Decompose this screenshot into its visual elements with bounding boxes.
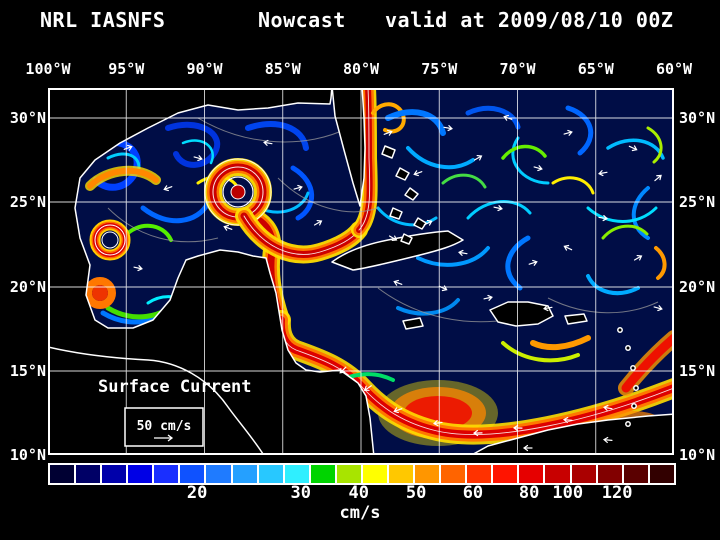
loop-current (204, 158, 368, 329)
colorbar-tick-label: 20 (186, 483, 208, 503)
colorbar-cell (415, 465, 440, 483)
colorbar-cell (649, 465, 674, 483)
title-model: NRL IASNFS (40, 8, 166, 32)
colorbar-cell (571, 465, 596, 483)
colorbar (48, 463, 676, 485)
current-field (84, 80, 684, 455)
scale-arrow-icon (154, 434, 174, 442)
colorbar-cell (50, 465, 75, 483)
caribbean-current (270, 310, 684, 455)
colorbar-cell (467, 465, 492, 483)
colorbar-cell (336, 465, 361, 483)
land-florida (331, 85, 366, 207)
colorbar-tick-label: 30 (290, 483, 311, 503)
lat-tick-label-left: 20°N (9, 277, 46, 296)
lon-tick-label: 75°W (421, 60, 458, 78)
lat-tick-label-right: 15°N (679, 361, 716, 380)
colorbar-cell (154, 465, 179, 483)
grid-lines (48, 88, 674, 455)
lat-tick-label-left: 10°N (9, 446, 46, 464)
surface-current-label: Surface Current (98, 377, 252, 397)
colorbar-cell (545, 465, 570, 483)
current-map: Surface Current 50 cm/s (45, 80, 684, 458)
colorbar-tick-label: 120 (601, 483, 633, 503)
land-bahamas (381, 145, 427, 245)
colorbar-cell (284, 465, 309, 483)
colorbar-tick-label: 80 (518, 483, 540, 503)
lat-tick-label-right: 20°N (679, 277, 716, 296)
lon-tick-label: 95°W (108, 60, 145, 78)
title-product: Nowcast (258, 8, 346, 32)
land-cuba (331, 230, 464, 271)
colorbar-tick-label: 60 (462, 483, 484, 503)
lat-tick-label-right: 30°N (679, 108, 716, 127)
lat-tick-label-right: 25°N (679, 192, 716, 211)
colorbar-units-label: cm/s (339, 503, 381, 523)
colorbar-cell (362, 465, 388, 483)
colorbar-cell (519, 465, 544, 483)
lat-tick-label-left: 25°N (9, 192, 46, 211)
colorbar-cell (493, 465, 518, 483)
title-valid-time: valid at 2009/08/10 00Z (385, 8, 674, 32)
colorbar-cell (102, 465, 127, 483)
scale-value-label: 50 cm/s (137, 419, 192, 434)
land-puerto-rico (564, 313, 588, 325)
land-north-america (45, 85, 375, 458)
colorbar-cell (258, 465, 283, 483)
colorbar-tick-label: 40 (348, 483, 369, 503)
lon-tick-label: 100°W (25, 60, 71, 78)
colorbar-cell (232, 465, 257, 483)
current-map-svg: Surface Current 50 cm/s (45, 80, 684, 458)
scale-box: 50 cm/s (124, 407, 204, 447)
lon-tick-label: 70°W (499, 60, 536, 78)
colorbar-tick-label: 100 (552, 483, 584, 503)
colorbar-cell (76, 465, 101, 483)
lon-tick-label: 85°W (264, 60, 301, 78)
land-lesser-antilles (617, 327, 639, 427)
colorbar-cell (441, 465, 466, 483)
colorbar-cell (128, 465, 153, 483)
lat-tick-label-right: 10°N (679, 446, 716, 464)
colorbar-cell (623, 465, 648, 483)
land-jamaica (402, 317, 424, 330)
lon-tick-label: 90°W (186, 60, 223, 78)
lon-tick-label: 60°W (655, 60, 693, 78)
colorbar-cell (597, 465, 622, 483)
colorbar-tick-label: 50 (405, 483, 427, 503)
lon-tick-label: 65°W (577, 60, 614, 78)
lat-tick-label-left: 30°N (9, 108, 46, 127)
colorbar-cell (206, 465, 231, 483)
colorbar-cell (389, 465, 414, 483)
gulf-stream (351, 80, 406, 238)
land-hispaniola (489, 301, 554, 327)
lon-tick-label: 80°W (342, 60, 380, 78)
colorbar-cell (180, 465, 205, 483)
coastline-pacific (47, 346, 266, 458)
map-frame (48, 88, 674, 455)
lat-tick-label-left: 15°N (9, 361, 46, 380)
colorbar-cell (310, 465, 335, 483)
